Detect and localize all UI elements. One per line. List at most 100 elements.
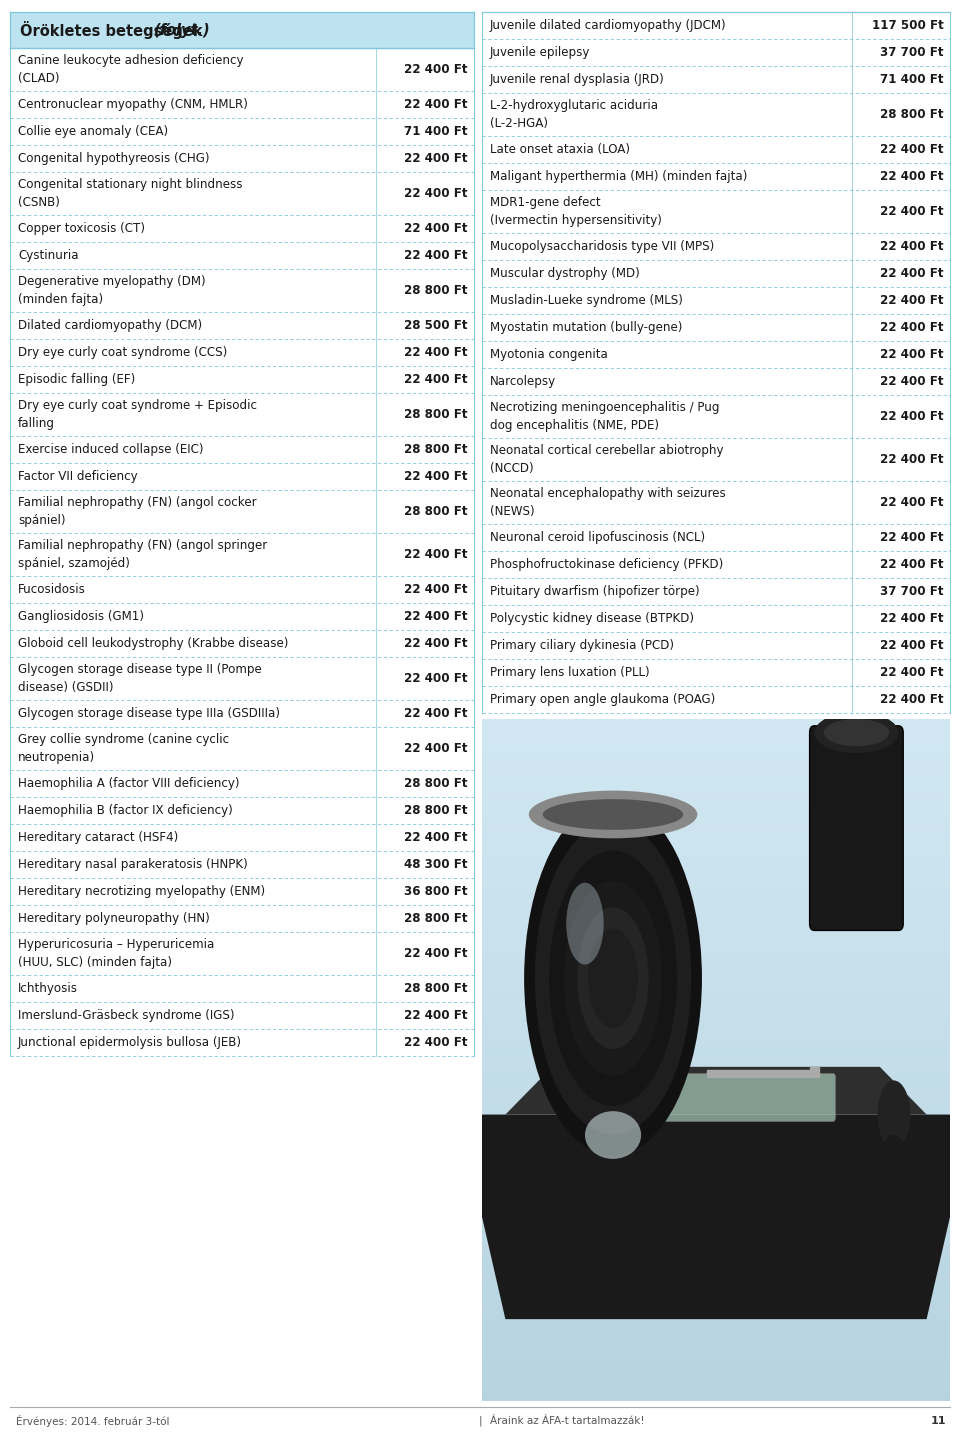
Text: Muscular dystrophy (MD): Muscular dystrophy (MD) xyxy=(490,268,639,281)
Text: Collie eye anomaly (CEA): Collie eye anomaly (CEA) xyxy=(18,125,168,138)
Polygon shape xyxy=(459,1115,960,1320)
Bar xyxy=(10,770,474,797)
Text: 22 400 Ft: 22 400 Ft xyxy=(404,1036,468,1049)
Bar xyxy=(482,341,950,368)
Bar xyxy=(10,532,474,576)
Text: 22 400 Ft: 22 400 Ft xyxy=(404,63,468,76)
Text: 22 400 Ft: 22 400 Ft xyxy=(880,142,944,155)
Text: Narcolepsy: Narcolepsy xyxy=(490,376,556,389)
Bar xyxy=(482,94,950,137)
Text: dog encephalitis (NME, PDE): dog encephalitis (NME, PDE) xyxy=(490,419,659,433)
Text: Neonatal cortical cerebellar abiotrophy: Neonatal cortical cerebellar abiotrophy xyxy=(490,443,724,456)
Bar xyxy=(10,366,474,393)
Text: Myotonia congenita: Myotonia congenita xyxy=(490,348,608,361)
Text: 22 400 Ft: 22 400 Ft xyxy=(880,496,944,509)
Text: 48 300 Ft: 48 300 Ft xyxy=(404,858,468,871)
Text: 22 400 Ft: 22 400 Ft xyxy=(880,531,944,544)
Text: 22 400 Ft: 22 400 Ft xyxy=(404,947,468,960)
Text: 22 400 Ft: 22 400 Ft xyxy=(404,830,468,845)
Text: Congenital hypothyreosis (CHG): Congenital hypothyreosis (CHG) xyxy=(18,153,209,165)
Text: Junctional epidermolysis bullosa (JEB): Junctional epidermolysis bullosa (JEB) xyxy=(18,1036,242,1049)
Text: neutropenia): neutropenia) xyxy=(18,751,95,764)
Text: 22 400 Ft: 22 400 Ft xyxy=(880,694,944,707)
Text: Cystinuria: Cystinuria xyxy=(18,249,79,262)
Text: Glycogen storage disease type IIIa (GSDIIIa): Glycogen storage disease type IIIa (GSDI… xyxy=(18,707,280,720)
Bar xyxy=(10,491,474,532)
Text: 22 400 Ft: 22 400 Ft xyxy=(880,410,944,423)
Text: 22 400 Ft: 22 400 Ft xyxy=(404,222,468,235)
Text: 22 400 Ft: 22 400 Ft xyxy=(404,1009,468,1022)
Text: 28 800 Ft: 28 800 Ft xyxy=(404,912,468,925)
Text: (NCCD): (NCCD) xyxy=(490,462,534,475)
Bar xyxy=(482,286,950,314)
Bar xyxy=(482,632,950,659)
Text: Neonatal encephalopathy with seizures: Neonatal encephalopathy with seizures xyxy=(490,486,726,499)
Text: Copper toxicosis (CT): Copper toxicosis (CT) xyxy=(18,222,145,235)
Bar xyxy=(482,686,950,712)
Text: Familial nephropathy (FN) (angol springer: Familial nephropathy (FN) (angol springe… xyxy=(18,538,267,551)
Text: 28 800 Ft: 28 800 Ft xyxy=(880,108,944,121)
FancyBboxPatch shape xyxy=(809,725,903,931)
Text: Phosphofructokinase deficiency (PFKD): Phosphofructokinase deficiency (PFKD) xyxy=(490,558,723,571)
Ellipse shape xyxy=(814,712,899,753)
Bar xyxy=(482,260,950,286)
Bar xyxy=(482,437,950,481)
Text: Necrotizing meningoencephalitis / Pug: Necrotizing meningoencephalitis / Pug xyxy=(490,400,719,413)
Bar xyxy=(482,163,950,190)
Ellipse shape xyxy=(877,1081,910,1148)
FancyBboxPatch shape xyxy=(573,1073,835,1121)
Text: 28 800 Ft: 28 800 Ft xyxy=(404,981,468,994)
Bar xyxy=(482,233,950,260)
Ellipse shape xyxy=(578,907,649,1049)
Bar xyxy=(10,173,474,214)
Text: Congenital stationary night blindness: Congenital stationary night blindness xyxy=(18,177,243,190)
Bar xyxy=(10,603,474,630)
Bar xyxy=(482,39,950,66)
Text: Örökletes betegségek: Örökletes betegségek xyxy=(20,22,203,39)
Text: Ichthyosis: Ichthyosis xyxy=(18,981,78,994)
Bar xyxy=(482,659,950,686)
Text: Hereditary nasal parakeratosis (HNPK): Hereditary nasal parakeratosis (HNPK) xyxy=(18,858,248,871)
Bar xyxy=(10,825,474,850)
Bar xyxy=(10,47,474,91)
Text: Dry eye curly coat syndrome + Episodic: Dry eye curly coat syndrome + Episodic xyxy=(18,399,257,412)
Bar xyxy=(10,340,474,366)
Text: MDR1-gene defect: MDR1-gene defect xyxy=(490,196,601,209)
Bar xyxy=(482,314,950,341)
Bar xyxy=(482,66,950,94)
Text: Glycogen storage disease type II (Pompe: Glycogen storage disease type II (Pompe xyxy=(18,662,262,675)
Text: 22 400 Ft: 22 400 Ft xyxy=(880,639,944,652)
Bar xyxy=(10,242,474,269)
Text: 22 400 Ft: 22 400 Ft xyxy=(880,558,944,571)
Text: 22 400 Ft: 22 400 Ft xyxy=(880,204,944,217)
Text: (NEWS): (NEWS) xyxy=(490,505,535,518)
Bar xyxy=(10,214,474,242)
Text: Grey collie syndrome (canine cyclic: Grey collie syndrome (canine cyclic xyxy=(18,732,229,745)
Text: 22 400 Ft: 22 400 Ft xyxy=(404,583,468,596)
Ellipse shape xyxy=(564,881,662,1076)
Text: |: | xyxy=(478,1416,482,1426)
Bar xyxy=(10,12,474,47)
Text: Factor VII deficiency: Factor VII deficiency xyxy=(18,471,137,484)
Text: 22 400 Ft: 22 400 Ft xyxy=(404,637,468,650)
Text: Dry eye curly coat syndrome (CCS): Dry eye curly coat syndrome (CCS) xyxy=(18,345,228,358)
Bar xyxy=(10,658,474,699)
Text: (CSNB): (CSNB) xyxy=(18,197,60,210)
Text: 22 400 Ft: 22 400 Ft xyxy=(404,610,468,623)
Text: 22 400 Ft: 22 400 Ft xyxy=(404,471,468,484)
Text: Primary ciliary dykinesia (PCD): Primary ciliary dykinesia (PCD) xyxy=(490,639,674,652)
Bar xyxy=(482,12,950,39)
Text: Late onset ataxia (LOA): Late onset ataxia (LOA) xyxy=(490,142,630,155)
Text: 22 400 Ft: 22 400 Ft xyxy=(880,376,944,389)
Text: Centronuclear myopathy (CNM, HMLR): Centronuclear myopathy (CNM, HMLR) xyxy=(18,98,248,111)
Text: 22 400 Ft: 22 400 Ft xyxy=(404,707,468,720)
Polygon shape xyxy=(505,1066,926,1115)
Text: (folyt.): (folyt.) xyxy=(155,23,211,37)
Bar xyxy=(10,699,474,727)
Ellipse shape xyxy=(524,802,702,1156)
Ellipse shape xyxy=(529,790,697,839)
Bar xyxy=(482,604,950,632)
Text: 22 400 Ft: 22 400 Ft xyxy=(404,153,468,165)
Ellipse shape xyxy=(824,720,889,747)
Ellipse shape xyxy=(585,1111,641,1158)
